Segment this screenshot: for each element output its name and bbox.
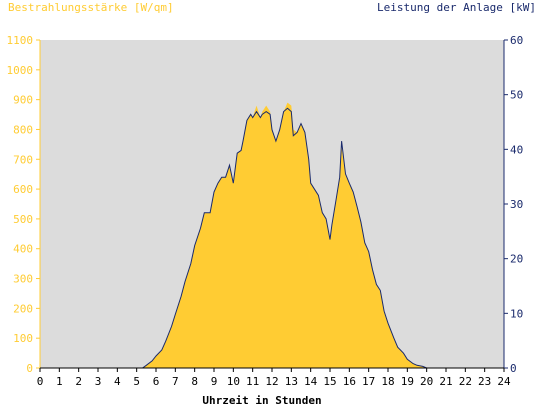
left-tick-label: 900 [13, 94, 33, 107]
right-tick-label: 20 [510, 253, 523, 266]
ticks-group: 0100200300400500600700800900100011000102… [7, 34, 524, 388]
left-tick-label: 1100 [7, 34, 34, 47]
x-tick-label: 1 [56, 375, 63, 388]
x-tick-label: 2 [75, 375, 82, 388]
x-tick-label: 8 [191, 375, 198, 388]
left-tick-label: 600 [13, 183, 33, 196]
left-tick-label: 200 [13, 302, 33, 315]
x-tick-label: 11 [246, 375, 259, 388]
x-tick-label: 18 [381, 375, 394, 388]
x-tick-label: 15 [323, 375, 336, 388]
x-tick-label: 22 [459, 375, 472, 388]
left-tick-label: 100 [13, 332, 33, 345]
x-axis-label: Uhrzeit in Stunden [202, 394, 321, 407]
left-axis-title: Bestrahlungsstärke [W/qm] [8, 1, 174, 14]
x-tick-label: 0 [37, 375, 44, 388]
x-tick-label: 3 [95, 375, 102, 388]
x-tick-label: 24 [497, 375, 511, 388]
x-tick-label: 4 [114, 375, 121, 388]
x-tick-label: 13 [285, 375, 298, 388]
x-tick-label: 19 [401, 375, 414, 388]
x-tick-label: 23 [478, 375, 491, 388]
x-tick-label: 14 [304, 375, 318, 388]
x-tick-label: 20 [420, 375, 433, 388]
right-tick-label: 40 [510, 143, 523, 156]
left-tick-label: 300 [13, 273, 33, 286]
left-tick-label: 0 [26, 362, 33, 375]
left-tick-label: 400 [13, 243, 33, 256]
x-tick-label: 5 [133, 375, 140, 388]
left-tick-label: 1000 [7, 64, 34, 77]
left-tick-label: 700 [13, 153, 33, 166]
series-group [40, 102, 504, 369]
power-line [40, 107, 504, 369]
x-tick-label: 17 [362, 375, 375, 388]
x-tick-label: 16 [343, 375, 356, 388]
x-tick-label: 21 [439, 375, 452, 388]
x-tick-label: 12 [265, 375, 278, 388]
x-tick-label: 10 [227, 375, 240, 388]
right-tick-label: 10 [510, 307, 523, 320]
right-tick-label: 60 [510, 34, 523, 47]
right-axis-title: Leistung der Anlage [kW] [377, 1, 536, 14]
x-tick-label: 9 [211, 375, 218, 388]
left-tick-label: 500 [13, 213, 33, 226]
right-tick-label: 0 [510, 362, 517, 375]
right-tick-label: 50 [510, 89, 523, 102]
left-tick-label: 800 [13, 123, 33, 136]
irradiance-area [40, 102, 504, 368]
x-tick-label: 7 [172, 375, 179, 388]
right-tick-label: 30 [510, 198, 523, 211]
x-tick-label: 6 [153, 375, 160, 388]
